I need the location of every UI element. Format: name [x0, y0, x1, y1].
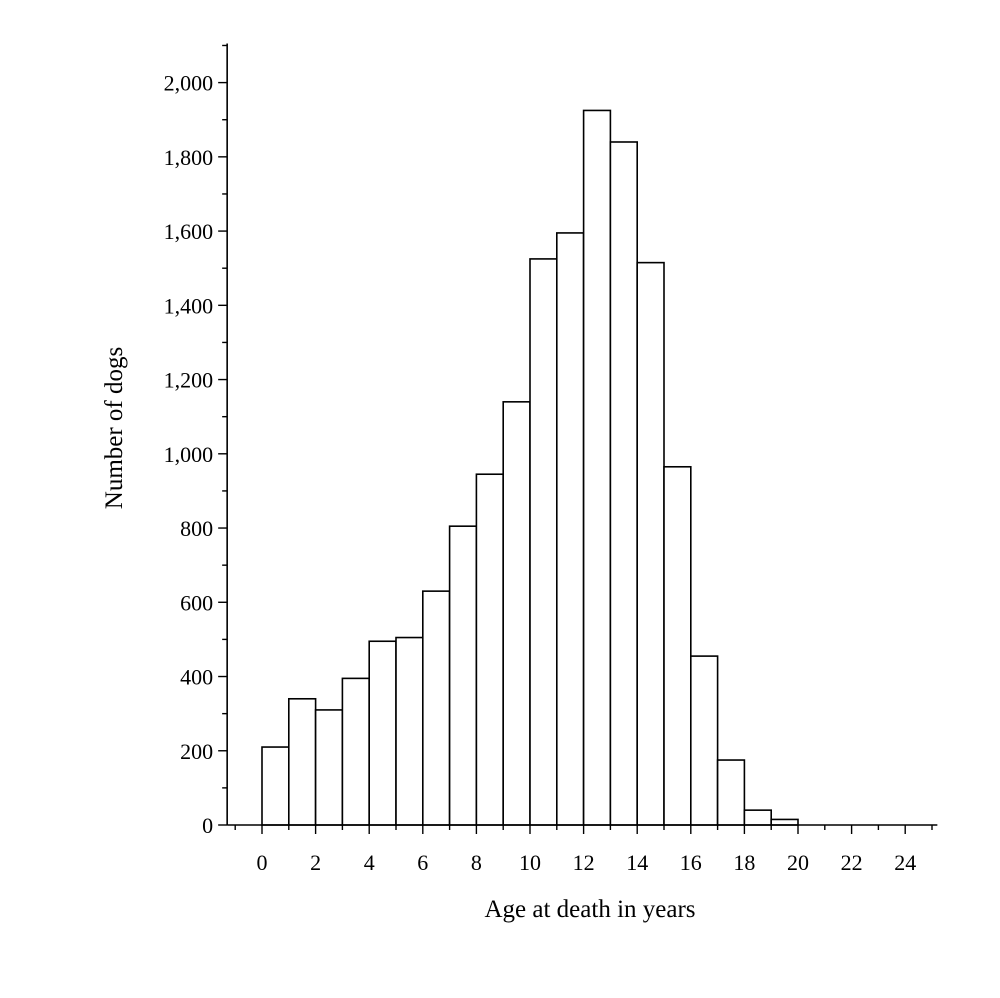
histogram-bar-12 — [582, 109, 612, 826]
x-tick-label: 22 — [841, 850, 863, 875]
x-tick-label: 8 — [471, 850, 482, 875]
x-tick-label: 16 — [680, 850, 702, 875]
x-tick-label: 24 — [894, 850, 916, 875]
histogram-bar-17 — [716, 759, 746, 826]
y-tick-label: 0 — [202, 813, 213, 838]
x-tick-label: 14 — [626, 850, 648, 875]
y-tick-label: 800 — [180, 516, 213, 541]
y-tick-label: 600 — [180, 590, 213, 615]
x-tick-label: 12 — [573, 850, 595, 875]
x-tick-label: 10 — [519, 850, 541, 875]
bars-group — [261, 109, 799, 826]
histogram-bar-13 — [609, 141, 639, 826]
x-tick-label: 18 — [733, 850, 755, 875]
y-tick-label: 1,200 — [164, 368, 214, 393]
x-tick-label: 20 — [787, 850, 809, 875]
y-tick-label: 400 — [180, 665, 213, 690]
histogram-bar-2 — [314, 709, 344, 826]
x-tick-label: 2 — [310, 850, 321, 875]
histogram-bar-0 — [261, 746, 290, 826]
labels-group: 02004006008001,0001,2001,4001,6001,8002,… — [164, 71, 917, 875]
histogram-bar-18 — [743, 809, 773, 826]
x-tick-label: 6 — [417, 850, 428, 875]
y-tick-label: 1,600 — [164, 219, 214, 244]
histogram-bar-10 — [529, 258, 558, 826]
y-tick-label: 2,000 — [164, 71, 214, 96]
histogram-bar-15 — [663, 465, 692, 826]
y-axis-title: Number of dogs — [101, 347, 128, 509]
x-tick-label: 4 — [364, 850, 375, 875]
histogram-bar-8 — [475, 473, 504, 826]
histogram-bar-1 — [287, 697, 317, 826]
x-axis-title: Age at death in years — [484, 896, 695, 923]
histogram-bar-14 — [636, 261, 665, 826]
histogram-bar-9 — [502, 401, 531, 826]
x-tick-label: 0 — [257, 850, 268, 875]
y-tick-label: 200 — [180, 739, 213, 764]
histogram-bar-19 — [770, 818, 799, 826]
histogram-bar-16 — [689, 655, 719, 826]
y-tick-label: 1,000 — [164, 442, 214, 467]
histogram-bar-7 — [448, 525, 478, 826]
histogram-bar-11 — [555, 232, 585, 826]
axes-group — [218, 43, 938, 834]
histogram-bar-4 — [368, 640, 397, 826]
histogram-bar-5 — [395, 636, 424, 826]
histogram-bar-6 — [421, 590, 451, 826]
histogram-bar-3 — [341, 677, 370, 826]
y-tick-label: 1,800 — [164, 145, 214, 170]
y-tick-label: 1,400 — [164, 293, 214, 318]
